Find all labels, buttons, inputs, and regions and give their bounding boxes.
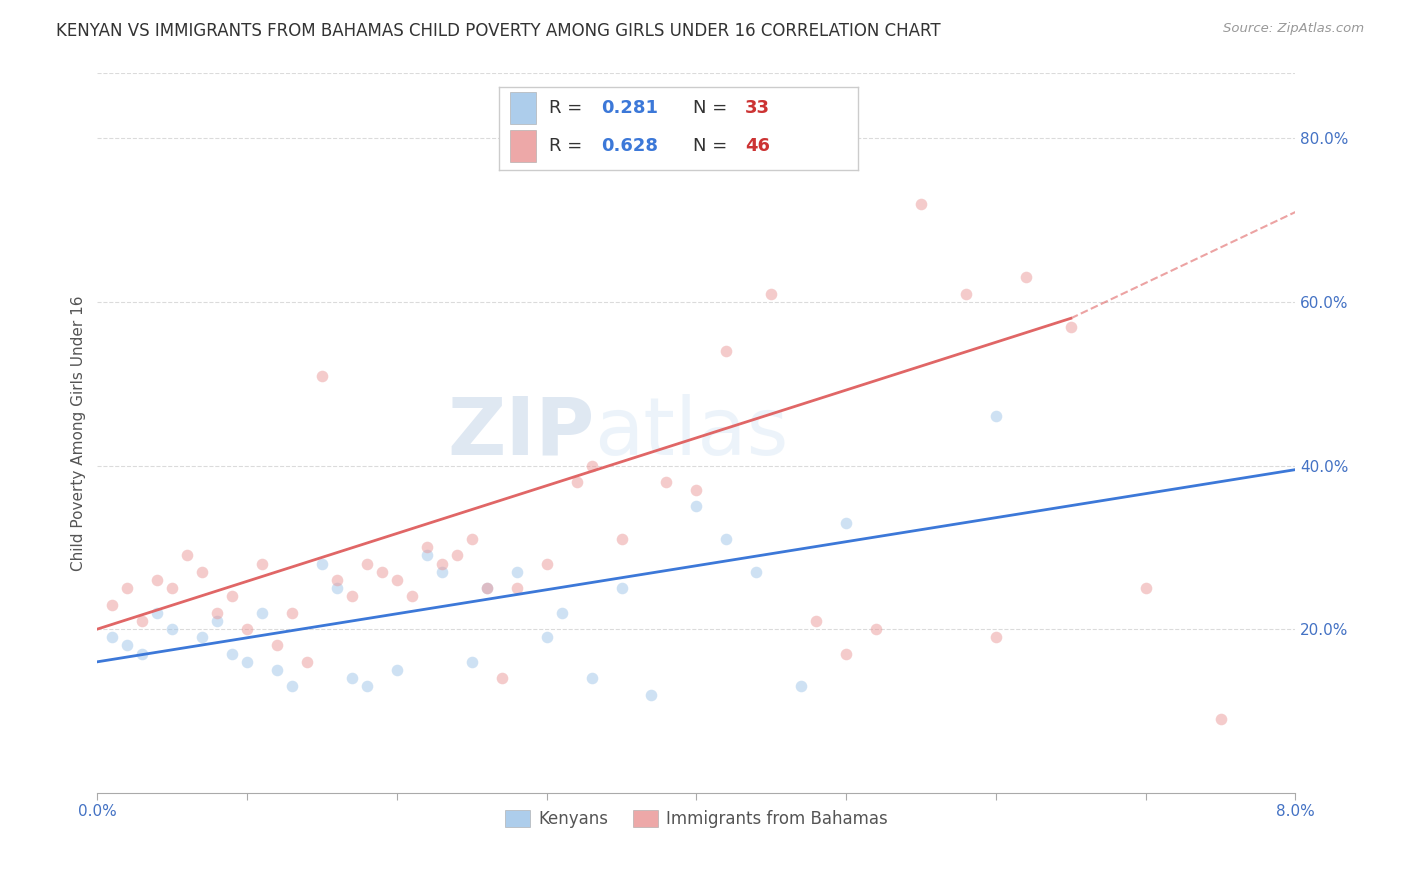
- Point: [416, 541, 439, 555]
- Point: [101, 630, 124, 644]
- Point: [117, 639, 139, 653]
- Point: [716, 344, 738, 359]
- Y-axis label: Child Poverty Among Girls Under 16: Child Poverty Among Girls Under 16: [72, 295, 86, 571]
- Point: [311, 368, 333, 383]
- Point: [761, 286, 783, 301]
- Point: [340, 671, 363, 685]
- Text: KENYAN VS IMMIGRANTS FROM BAHAMAS CHILD POVERTY AMONG GIRLS UNDER 16 CORRELATION: KENYAN VS IMMIGRANTS FROM BAHAMAS CHILD …: [56, 22, 941, 40]
- Point: [536, 557, 558, 571]
- Point: [955, 286, 977, 301]
- Point: [311, 557, 333, 571]
- Point: [401, 590, 423, 604]
- Point: [910, 197, 932, 211]
- Point: [505, 581, 527, 595]
- Point: [984, 409, 1007, 424]
- Point: [326, 581, 349, 595]
- Point: [131, 647, 153, 661]
- Text: atlas: atlas: [595, 393, 789, 472]
- Point: [610, 532, 633, 546]
- Point: [340, 590, 363, 604]
- Point: [131, 614, 153, 628]
- Point: [745, 565, 768, 579]
- Point: [146, 606, 169, 620]
- Point: [865, 622, 887, 636]
- Point: [385, 573, 408, 587]
- Point: [1209, 712, 1232, 726]
- Point: [430, 557, 453, 571]
- Point: [356, 679, 378, 693]
- Point: [685, 483, 707, 497]
- Point: [281, 679, 304, 693]
- Point: [1015, 270, 1038, 285]
- Point: [461, 532, 484, 546]
- Point: [581, 671, 603, 685]
- Point: [475, 581, 498, 595]
- Point: [835, 516, 858, 530]
- Point: [295, 655, 318, 669]
- Point: [550, 606, 572, 620]
- Point: [221, 647, 243, 661]
- Text: ZIP: ZIP: [447, 393, 595, 472]
- Point: [385, 663, 408, 677]
- Point: [790, 679, 813, 693]
- Point: [806, 614, 828, 628]
- Point: [984, 630, 1007, 644]
- Point: [685, 500, 707, 514]
- Point: [236, 622, 259, 636]
- Point: [835, 647, 858, 661]
- Point: [205, 614, 228, 628]
- Point: [250, 557, 273, 571]
- Point: [176, 549, 198, 563]
- Point: [416, 549, 439, 563]
- Point: [565, 475, 588, 489]
- Point: [236, 655, 259, 669]
- Point: [250, 606, 273, 620]
- Point: [221, 590, 243, 604]
- Point: [146, 573, 169, 587]
- Point: [505, 565, 527, 579]
- Point: [205, 606, 228, 620]
- Point: [160, 581, 183, 595]
- Point: [475, 581, 498, 595]
- Point: [461, 655, 484, 669]
- Point: [716, 532, 738, 546]
- Point: [160, 622, 183, 636]
- Point: [610, 581, 633, 595]
- Point: [326, 573, 349, 587]
- Point: [655, 475, 678, 489]
- Point: [430, 565, 453, 579]
- Point: [101, 598, 124, 612]
- Point: [266, 639, 288, 653]
- Point: [117, 581, 139, 595]
- Point: [266, 663, 288, 677]
- Text: Source: ZipAtlas.com: Source: ZipAtlas.com: [1223, 22, 1364, 36]
- Point: [446, 549, 468, 563]
- Legend: Kenyans, Immigrants from Bahamas: Kenyans, Immigrants from Bahamas: [498, 803, 894, 835]
- Point: [1060, 319, 1083, 334]
- Point: [281, 606, 304, 620]
- Point: [640, 688, 662, 702]
- Point: [1135, 581, 1157, 595]
- Point: [371, 565, 394, 579]
- Point: [581, 458, 603, 473]
- Point: [491, 671, 513, 685]
- Point: [356, 557, 378, 571]
- Point: [191, 565, 214, 579]
- Point: [191, 630, 214, 644]
- Point: [536, 630, 558, 644]
